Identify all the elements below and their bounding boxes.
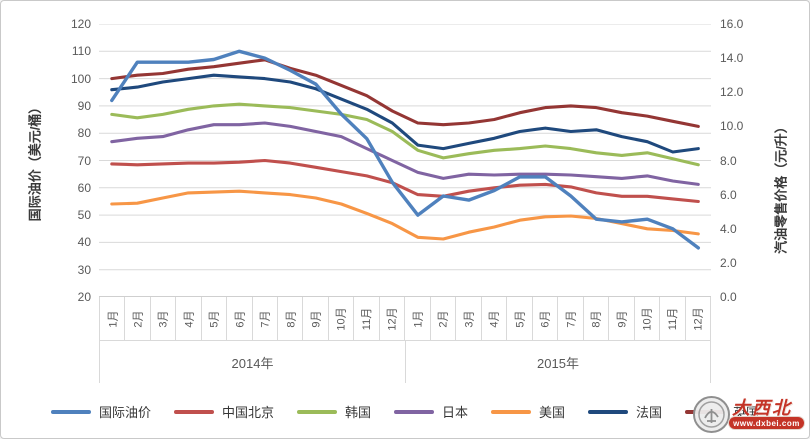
x-axis-month-label: 6月 <box>227 297 253 341</box>
series-line-韩国 <box>110 102 700 167</box>
series-line-中国北京 <box>110 158 700 204</box>
x-axis-month-label: 9月 <box>303 297 329 341</box>
legend-label: 法国 <box>636 405 663 420</box>
x-axis-month-label: 7月 <box>558 297 584 341</box>
legend-label: 韩国 <box>344 405 371 420</box>
plot-area <box>99 24 711 297</box>
x-axis-month-label: 5月 <box>507 297 533 341</box>
series-line-国际油价 <box>110 49 700 250</box>
x-axis-year-label: 2015年 <box>405 341 711 383</box>
legend-item-韩国: 韩国 <box>296 402 371 421</box>
x-axis-month-label: 2月 <box>125 297 151 341</box>
x-axis-month-label: 3月 <box>456 297 482 341</box>
y-axis-tick-label: 110 <box>71 44 91 59</box>
legend-label: 日本 <box>441 405 468 420</box>
x-axis-year-label: 2014年 <box>99 341 405 383</box>
x-axis-month-label: 8月 <box>583 297 609 341</box>
x-axis-month-label: 11月 <box>354 297 380 341</box>
y-axis-tick-label: 6.0 <box>720 187 737 202</box>
y-axis-tick-label: 20 <box>77 290 91 304</box>
x-axis-month-label: 7月 <box>252 297 278 341</box>
legend-line-swatch <box>50 409 91 414</box>
legend-item-日本: 日本 <box>393 402 468 421</box>
x-axis-month-label: 1月 <box>100 297 126 341</box>
legend-line-swatch <box>173 409 214 414</box>
y-axis-tick-label: 50 <box>77 208 91 223</box>
x-axis-month-label: 10月 <box>328 297 355 341</box>
x-axis-month-label: 11月 <box>660 297 686 341</box>
y-axis-tick-label: 2.0 <box>720 255 737 270</box>
month-group-2015年: 1月 2月 3月 4月 5月 6月 7月 8月 9月 10月 11月 12月 <box>405 297 711 341</box>
legend-item-国际油价: 国际油价 <box>50 402 151 421</box>
right-axis-title: 汽油零售价格（元/升） <box>773 120 789 254</box>
y-axis-tick-label: 80 <box>77 126 91 141</box>
x-axis-month-label: 2月 <box>430 297 456 341</box>
legend-line-swatch <box>296 409 337 414</box>
legend-label: 国际油价 <box>98 405 151 420</box>
y-axis-tick-label: 10.0 <box>720 119 744 134</box>
x-axis-month-label: 3月 <box>150 297 177 341</box>
x-axis-month-label: 10月 <box>634 297 660 341</box>
x-axis-month-label: 5月 <box>201 297 228 341</box>
y-axis-tick-label: 100 <box>70 71 91 86</box>
x-axis-month-label: 6月 <box>532 297 558 341</box>
legend-line-swatch <box>393 409 434 414</box>
watermark-url: www.dxbei.com <box>728 416 805 430</box>
y-axis-tick-label: 8.0 <box>720 153 737 168</box>
legend-item-美国: 美国 <box>491 402 565 421</box>
watermark: 大西北 www.dxbei.com <box>693 395 807 435</box>
legend-item-中国北京: 中国北京 <box>173 402 274 421</box>
month-group-2014年: 1月 2月 3月 4月 5月 6月 7月 8月 9月 10月 11月 12月 <box>99 297 406 341</box>
x-axis-month-label: 9月 <box>609 297 635 341</box>
series-line-英国 <box>110 58 700 128</box>
y-axis-tick-label: 70 <box>77 153 91 168</box>
y-axis-tick-label: 40 <box>77 235 91 250</box>
x-axis-month-label: 12月 <box>685 297 711 341</box>
y-axis-tick-label: 0.0 <box>720 290 737 304</box>
y-axis-tick-label: 120 <box>70 17 91 31</box>
legend-line-swatch <box>491 409 531 414</box>
y-axis-tick-label: 4.0 <box>720 221 737 236</box>
x-axis-month-label: 4月 <box>481 297 507 341</box>
y-axis-tick-label: 60 <box>77 180 91 195</box>
legend-item-法国: 法国 <box>588 402 662 421</box>
y-axis-tick-label: 30 <box>77 262 91 277</box>
left-axis-title: 国际油价（美元/桶） <box>27 100 43 222</box>
series-line-法国 <box>110 73 700 154</box>
legend-label: 中国北京 <box>221 405 274 420</box>
x-axis-month-label: 8月 <box>277 297 304 341</box>
series-line-日本 <box>110 121 700 186</box>
legend-line-swatch <box>588 409 629 414</box>
y-axis-tick-label: 90 <box>77 98 91 113</box>
y-axis-tick-label: 16.0 <box>720 17 744 31</box>
y-axis-tick-label: 14.0 <box>720 51 744 66</box>
x-axis-month-label: 1月 <box>405 297 431 341</box>
legend-label: 美国 <box>539 405 566 420</box>
dxbei-seal-icon <box>693 396 730 433</box>
chart-legend: 国际油价 中国北京 韩国 日本 美国 法国 英国 <box>1 402 809 421</box>
y-axis-tick-label: 12.0 <box>720 85 744 100</box>
x-axis-month-label: 4月 <box>176 297 202 341</box>
watermark-brand-text: 大西北 <box>732 398 792 418</box>
x-axis-month-label: 12月 <box>379 297 406 341</box>
